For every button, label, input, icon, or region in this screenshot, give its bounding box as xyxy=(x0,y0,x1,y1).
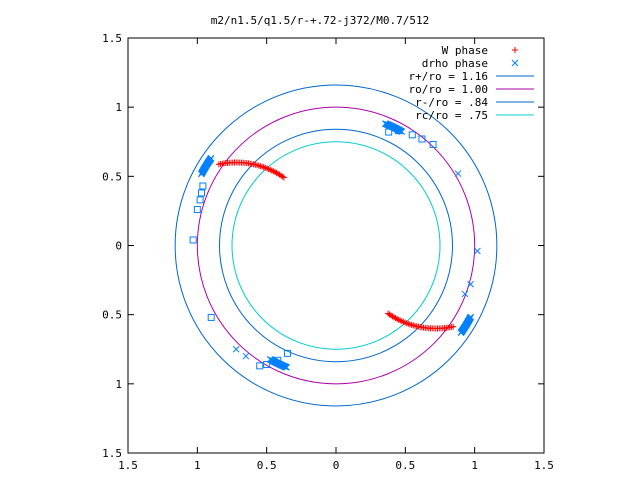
cross-marker xyxy=(381,120,389,128)
y-tick-label: 1.5 xyxy=(102,32,122,45)
series-W-phase xyxy=(215,159,457,332)
legend-label: ro/ro = 1.00 xyxy=(409,83,488,96)
plus-marker xyxy=(512,47,518,53)
square-marker xyxy=(196,196,204,204)
cross-marker xyxy=(197,170,205,178)
square-marker xyxy=(418,135,426,143)
legend-label: drho phase xyxy=(422,57,488,70)
square-marker xyxy=(429,141,437,149)
plus-marker xyxy=(215,161,222,168)
square-marker xyxy=(274,356,282,364)
x-tick-label: 1.5 xyxy=(534,459,554,472)
x-tick-label: 1.5 xyxy=(118,459,138,472)
y-tick-label: 0.5 xyxy=(102,170,122,183)
cross-marker xyxy=(467,280,474,288)
legend-label: W phase xyxy=(442,44,488,57)
series-squares xyxy=(189,127,437,370)
series-drho-phase xyxy=(197,120,481,371)
x-tick-label: 0.5 xyxy=(257,459,277,472)
data-markers xyxy=(189,120,481,371)
reference-circles xyxy=(174,84,498,407)
cross-marker xyxy=(454,170,462,177)
cross-marker xyxy=(232,345,240,353)
plus-marker xyxy=(450,323,457,330)
circle-2 xyxy=(219,128,453,363)
axis-ticks: 1.5 1 0.5 0 0.5 1 1.51.510.500.511.5 xyxy=(102,32,554,472)
x-tick-label: 0.5 xyxy=(395,459,415,472)
cross-marker xyxy=(474,247,481,255)
legend-label: rc/ro = .75 xyxy=(415,109,488,122)
cross-marker xyxy=(511,59,519,67)
square-marker xyxy=(197,189,205,197)
circle-1 xyxy=(196,106,476,385)
cross-marker xyxy=(242,352,250,360)
y-tick-label: 0.5 xyxy=(102,309,122,322)
y-tick-label: 0 xyxy=(115,240,122,253)
square-marker xyxy=(263,360,271,368)
legend-label: r-/ro = .84 xyxy=(415,96,488,109)
y-tick-label: 1 xyxy=(115,378,122,391)
cross-marker xyxy=(467,313,475,321)
square-marker xyxy=(256,362,264,370)
x-tick-label: 1 xyxy=(194,459,201,472)
square-marker xyxy=(394,127,402,135)
legend-label: r+/ro = 1.16 xyxy=(409,70,488,83)
x-tick-label: 1 xyxy=(471,459,478,472)
square-marker xyxy=(385,128,393,136)
square-marker xyxy=(207,313,215,321)
y-tick-label: 1.5 xyxy=(102,447,122,460)
square-marker xyxy=(283,349,291,357)
square-marker xyxy=(408,131,416,139)
circle-3 xyxy=(231,141,441,350)
circle-0 xyxy=(174,84,498,407)
square-marker xyxy=(193,206,201,214)
cross-marker xyxy=(283,363,291,371)
square-marker xyxy=(189,236,197,244)
cross-marker xyxy=(461,290,469,298)
y-tick-label: 1 xyxy=(115,101,122,114)
square-marker xyxy=(199,182,207,190)
x-tick-label: 0 xyxy=(333,459,340,472)
chart-title: m2/n1.5/q1.5/r-+.72-j372/M0.7/512 xyxy=(211,14,430,27)
